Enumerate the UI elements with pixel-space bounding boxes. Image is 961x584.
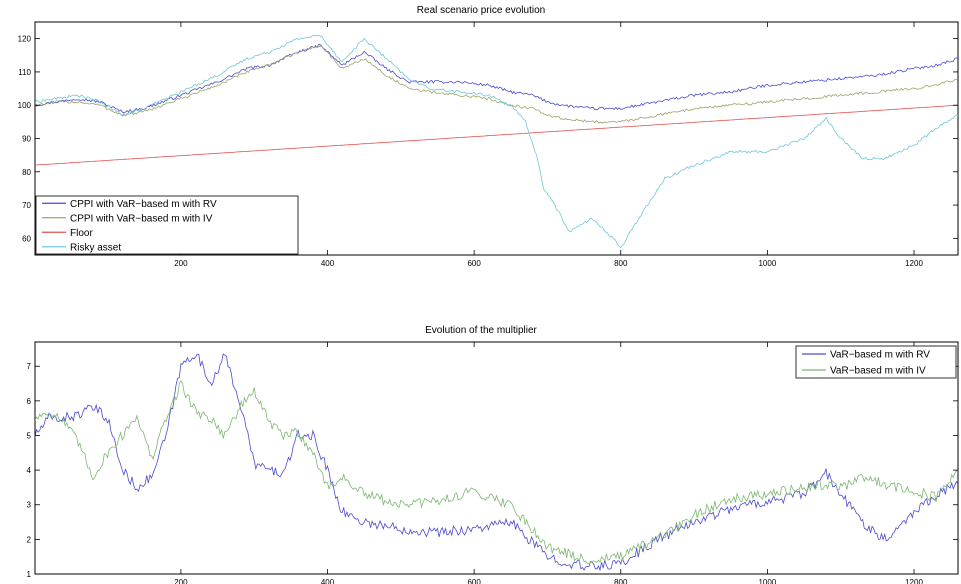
x-tick-label: 800: [614, 578, 628, 584]
y-tick-label: 110: [18, 68, 31, 77]
series-group: [35, 34, 958, 249]
plot-area: [34, 341, 959, 575]
multiplier-chart: Evolution of the multiplier 200 400 600 800…: [27, 325, 959, 584]
y-tick-label: 70: [22, 201, 31, 210]
y-tick-label: 7: [27, 362, 32, 371]
x-tick-label: 400: [321, 259, 335, 268]
price-evolution-chart: Real scenario price evolution 200 400 600 8…: [18, 5, 959, 268]
x-ticks: 200 400 600 800 1000 1200: [174, 22, 923, 268]
x-tick-label: 1000: [758, 259, 776, 268]
series-group: [35, 353, 958, 572]
x-tick-label: 1200: [905, 578, 923, 584]
y-tick-label: 6: [27, 397, 32, 406]
legend-label: Floor: [70, 228, 93, 239]
x-tick-label: 400: [321, 578, 335, 584]
x-tick-label: 1000: [758, 578, 776, 584]
x-tick-label: 1200: [905, 259, 923, 268]
series-line-2: [35, 104, 958, 166]
y-tick-label: 4: [27, 466, 32, 475]
x-tick-label: 200: [174, 578, 188, 584]
y-tick-label: 90: [22, 135, 31, 144]
series-line-3: [35, 34, 958, 249]
y-tick-label: 1: [27, 570, 32, 579]
x-tick-label: 600: [467, 259, 481, 268]
y-tick-label: 80: [22, 168, 31, 177]
series-line-0: [35, 44, 958, 114]
x-tick-label: 800: [614, 259, 628, 268]
legend-box: [795, 345, 957, 379]
chart-title: Real scenario price evolution: [417, 5, 545, 16]
series-line-1: [35, 380, 958, 565]
y-tick-label: 60: [22, 234, 31, 243]
legend-label: CPPI with VaR−based m with IV: [70, 213, 213, 224]
y-ticks: 1 2 3 4 5 6 7: [27, 362, 958, 579]
legend-label: VaR−based m with IV: [830, 366, 926, 377]
y-tick-label: 5: [27, 431, 32, 440]
x-tick-label: 200: [174, 259, 188, 268]
y-tick-label: 3: [27, 501, 32, 510]
legend-label: CPPI with VaR−based m with RV: [70, 199, 217, 210]
legend-label: Risky asset: [70, 242, 121, 253]
y-tick-label: 2: [27, 535, 32, 544]
series-line-1: [35, 45, 958, 124]
legend-box: [35, 195, 299, 255]
legend-label: VaR−based m with RV: [830, 350, 930, 361]
legend: CPPI with VaR−based m with RV CPPI with V…: [35, 195, 299, 255]
legend: VaR−based m with RV VaR−based m with IV: [795, 345, 957, 379]
x-ticks: 200 400 600 800 1000 1200: [174, 342, 923, 584]
series-line-0: [35, 353, 958, 572]
chart-title: Evolution of the multiplier: [425, 325, 537, 336]
y-tick-label: 120: [18, 35, 32, 44]
y-tick-label: 100: [18, 101, 32, 110]
x-tick-label: 600: [467, 578, 481, 584]
